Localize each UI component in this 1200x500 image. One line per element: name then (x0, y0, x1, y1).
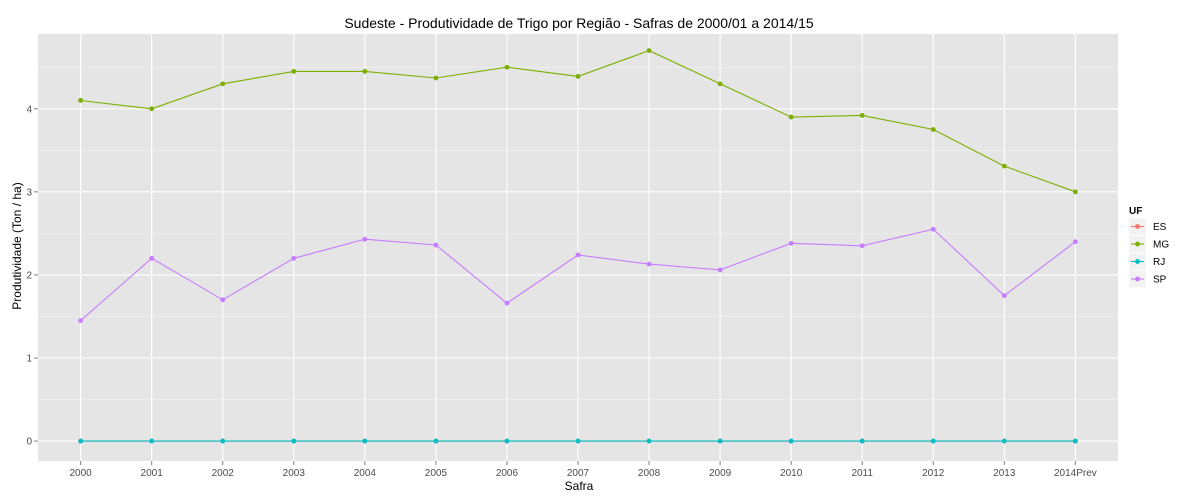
data-point-sp (149, 255, 155, 261)
data-point-rj (859, 438, 865, 444)
data-point-sp (362, 236, 368, 242)
data-point-sp (504, 300, 510, 306)
data-point-mg (362, 68, 368, 74)
data-point-rj (788, 438, 794, 444)
data-point-sp (859, 243, 865, 249)
y-tick-label: 0 (26, 437, 32, 448)
data-point-sp (575, 252, 581, 258)
chart-title: Sudeste - Produtividade de Trigo por Reg… (344, 15, 814, 31)
data-point-mg (930, 127, 936, 132)
data-point-sp (433, 242, 439, 248)
x-tick-label: 2002 (212, 468, 235, 479)
y-tick-label: 4 (26, 104, 32, 115)
data-point-sp (220, 297, 226, 303)
data-point-sp (930, 226, 936, 232)
x-tick-label: 2001 (141, 468, 164, 479)
data-point-mg (504, 64, 510, 70)
data-point-mg (291, 68, 297, 74)
x-tick-label: 2006 (496, 468, 519, 479)
legend-marker-mg (1135, 241, 1140, 247)
data-point-sp (1001, 293, 1007, 299)
legend-label-sp: SP (1153, 275, 1167, 286)
x-tick-label: 2010 (780, 468, 803, 479)
data-point-mg (78, 98, 84, 103)
data-point-rj (78, 438, 84, 444)
legend-marker-sp (1135, 276, 1140, 282)
data-point-sp (291, 255, 297, 261)
data-point-rj (149, 438, 155, 444)
x-tick-label: 2000 (70, 468, 93, 479)
data-point-mg (859, 113, 865, 118)
x-tick-label: 2005 (425, 468, 448, 479)
y-tick-label: 2 (26, 270, 32, 281)
data-point-rj (717, 438, 723, 444)
x-tick-label: 2004 (354, 468, 377, 479)
data-point-mg (149, 106, 155, 112)
data-point-mg (220, 81, 226, 87)
y-tick-label: 3 (26, 187, 32, 198)
legend-label-rj: RJ (1153, 257, 1165, 268)
y-axis-title: Produtividade (Ton / ha) (10, 182, 24, 309)
data-point-rj (362, 438, 368, 444)
data-point-sp (646, 261, 652, 267)
legend-marker-rj (1135, 259, 1140, 264)
data-point-rj (220, 438, 226, 444)
x-tick-label: 2008 (638, 468, 661, 479)
legend-label-es: ES (1153, 222, 1167, 233)
x-tick-label: 2011 (851, 468, 873, 479)
data-point-mg (1001, 163, 1007, 169)
x-tick-label: 2013 (993, 468, 1016, 479)
data-point-mg (788, 114, 794, 120)
data-point-mg (575, 73, 581, 79)
data-point-rj (930, 438, 936, 444)
y-tick-label: 1 (26, 353, 32, 364)
data-point-sp (788, 240, 794, 246)
data-point-rj (504, 438, 510, 444)
x-tick-label: 2009 (709, 468, 732, 479)
legend-label-mg: MG (1153, 240, 1169, 251)
data-point-rj (646, 438, 652, 444)
data-point-sp (717, 267, 723, 273)
x-tick-label: 2014Prev (1054, 468, 1097, 479)
data-point-rj (1001, 438, 1007, 444)
legend-marker-es (1135, 224, 1140, 229)
data-point-mg (433, 75, 439, 81)
legend-title: UF (1129, 206, 1142, 217)
data-point-mg (646, 48, 652, 54)
data-point-rj (433, 438, 439, 444)
legend: UF ES MG RJ SP (1128, 206, 1169, 288)
x-tick-label: 2003 (283, 468, 306, 479)
data-point-rj (291, 438, 297, 444)
data-point-mg (717, 81, 723, 87)
x-tick-label: 2007 (567, 468, 590, 479)
x-tick-label: 2012 (922, 468, 945, 479)
data-point-sp (1072, 239, 1078, 245)
data-point-rj (1072, 438, 1078, 444)
data-point-mg (1072, 189, 1078, 195)
data-point-rj (575, 438, 581, 444)
x-axis-title: Safra (565, 479, 594, 493)
data-point-sp (78, 318, 84, 324)
